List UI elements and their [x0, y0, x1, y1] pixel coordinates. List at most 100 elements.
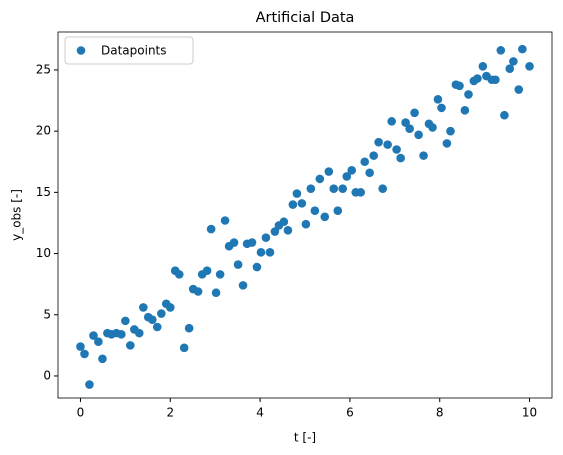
point	[473, 74, 482, 83]
point	[518, 44, 527, 54]
point	[206, 224, 216, 234]
point	[193, 287, 203, 296]
point	[333, 206, 343, 216]
point	[256, 248, 266, 257]
legend-box	[64, 36, 194, 65]
point	[464, 90, 473, 99]
point	[270, 227, 280, 236]
point	[320, 212, 330, 222]
point	[525, 61, 534, 71]
point	[378, 184, 387, 193]
point	[428, 123, 437, 132]
legend-label: Datapoints	[101, 44, 167, 58]
x-axis-label: t [-]	[294, 431, 316, 445]
point	[365, 168, 374, 178]
point	[297, 199, 307, 208]
point	[220, 216, 230, 225]
point	[139, 303, 148, 312]
x-tick-label: 2	[166, 406, 174, 420]
point	[401, 118, 410, 127]
point	[94, 337, 103, 346]
point	[252, 262, 262, 272]
point	[134, 328, 144, 338]
point	[229, 238, 239, 247]
point	[310, 206, 320, 216]
point	[383, 140, 392, 149]
y-tick-label: 25	[36, 62, 51, 76]
point	[211, 288, 221, 298]
point	[387, 117, 396, 126]
point	[179, 343, 189, 353]
point	[455, 81, 464, 91]
point	[514, 85, 524, 94]
point	[126, 341, 135, 350]
point	[165, 303, 175, 312]
point	[261, 233, 271, 242]
point	[405, 124, 414, 134]
point	[85, 380, 94, 389]
x-tick-label: 6	[346, 406, 354, 420]
point	[148, 315, 157, 324]
point	[306, 184, 316, 193]
point	[80, 349, 89, 359]
point	[410, 108, 419, 118]
point	[215, 270, 225, 279]
x-tick-label: 0	[77, 406, 85, 420]
point	[283, 226, 293, 235]
point	[233, 260, 243, 269]
point	[347, 166, 357, 175]
point	[433, 95, 443, 104]
point	[437, 103, 446, 113]
point	[360, 157, 370, 167]
axes-frame	[57, 31, 553, 399]
point	[279, 217, 289, 227]
y-tick-label: 10	[36, 246, 51, 260]
point	[496, 46, 506, 55]
point	[89, 331, 98, 340]
point	[98, 354, 107, 364]
point	[414, 130, 423, 140]
point	[174, 270, 184, 279]
point	[356, 188, 365, 197]
point	[156, 309, 166, 318]
x-tick-label: 4	[256, 406, 264, 420]
point	[369, 151, 379, 160]
point	[292, 189, 302, 198]
point	[509, 57, 518, 66]
point	[238, 281, 248, 290]
point	[315, 174, 325, 184]
point	[76, 342, 85, 351]
point	[491, 75, 500, 85]
point	[500, 110, 509, 120]
x-tick-label: 8	[436, 406, 444, 420]
point	[301, 219, 311, 229]
point	[478, 61, 488, 71]
y-tick-label: 0	[43, 368, 51, 382]
legend-marker	[76, 46, 86, 55]
point	[265, 248, 275, 257]
point	[442, 139, 452, 148]
point	[446, 126, 455, 136]
point	[338, 184, 348, 193]
y-tick-label: 15	[36, 185, 51, 199]
y-axis-label: y_obs [-]	[10, 189, 24, 241]
point	[184, 323, 194, 333]
point	[121, 316, 130, 326]
point	[202, 266, 212, 275]
point	[324, 167, 334, 176]
point	[288, 200, 298, 209]
point	[505, 64, 515, 74]
point	[374, 137, 383, 147]
point	[117, 330, 126, 339]
point	[419, 151, 428, 160]
point	[392, 145, 401, 154]
y-tick-label: 20	[36, 124, 51, 138]
point	[460, 106, 470, 115]
point	[342, 172, 352, 181]
y-tick-label: 5	[43, 307, 51, 321]
point	[247, 238, 257, 247]
chart-title: Artificial Data	[256, 10, 355, 26]
x-tick-label: 10	[522, 406, 537, 420]
